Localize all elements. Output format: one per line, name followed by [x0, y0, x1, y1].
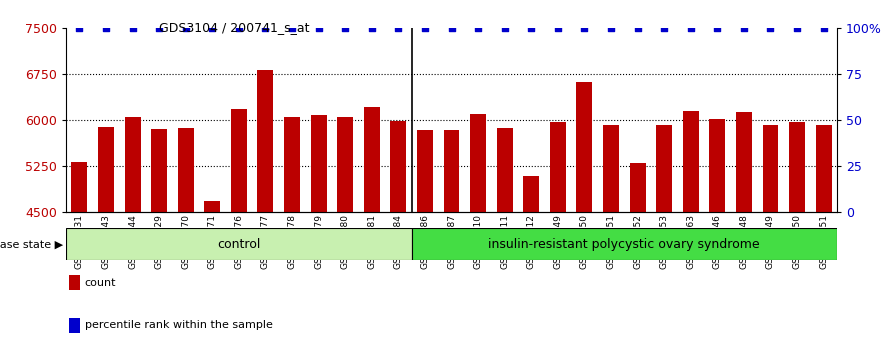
Bar [417, 130, 433, 212]
Bar [311, 115, 327, 212]
Bar [763, 125, 779, 212]
Point [524, 25, 538, 31]
Point [764, 25, 778, 31]
Bar [284, 117, 300, 212]
Point [125, 25, 139, 31]
Bar [411, 228, 837, 260]
Text: count: count [85, 278, 116, 288]
Bar [630, 163, 646, 212]
Bar [71, 162, 87, 212]
Point [631, 25, 645, 31]
Bar [124, 117, 140, 212]
Bar [204, 201, 220, 212]
Point [737, 25, 751, 31]
Bar [66, 228, 411, 260]
Point [99, 25, 113, 31]
Text: GDS3104 / 200741_s_at: GDS3104 / 200741_s_at [159, 21, 309, 34]
Text: insulin-resistant polycystic ovary syndrome: insulin-resistant polycystic ovary syndr… [488, 238, 760, 251]
Bar [683, 110, 699, 212]
Point [498, 25, 512, 31]
Point [817, 25, 831, 31]
Bar [523, 176, 539, 212]
Bar [497, 129, 513, 212]
Point [258, 25, 272, 31]
Point [72, 25, 86, 31]
Bar [443, 130, 460, 212]
Point [312, 25, 326, 31]
Point [205, 25, 219, 31]
Bar [656, 125, 672, 212]
Point [232, 25, 246, 31]
Text: percentile rank within the sample: percentile rank within the sample [85, 320, 272, 330]
Bar [364, 108, 380, 212]
Point [684, 25, 698, 31]
Bar [550, 121, 566, 212]
Point [657, 25, 671, 31]
Point [179, 25, 193, 31]
Point [152, 25, 167, 31]
Point [710, 25, 724, 31]
Point [391, 25, 405, 31]
Point [444, 25, 458, 31]
Point [471, 25, 485, 31]
Bar [69, 275, 80, 290]
Bar [178, 129, 194, 212]
Bar [390, 121, 406, 212]
Point [790, 25, 804, 31]
Point [577, 25, 591, 31]
Bar [98, 127, 114, 212]
Text: disease state ▶: disease state ▶ [0, 239, 63, 249]
Bar [337, 117, 353, 212]
Bar [231, 109, 247, 212]
Point [604, 25, 618, 31]
Point [418, 25, 432, 31]
Bar [709, 119, 725, 212]
Bar [603, 125, 619, 212]
Bar [470, 114, 486, 212]
Point [365, 25, 379, 31]
Bar [789, 122, 805, 212]
Text: control: control [218, 238, 261, 251]
Point [285, 25, 299, 31]
Bar [69, 318, 80, 333]
Bar [816, 125, 832, 212]
Point [551, 25, 565, 31]
Bar [576, 82, 592, 212]
Point [338, 25, 352, 31]
Bar [736, 112, 751, 212]
Bar [152, 129, 167, 212]
Bar [257, 70, 273, 212]
